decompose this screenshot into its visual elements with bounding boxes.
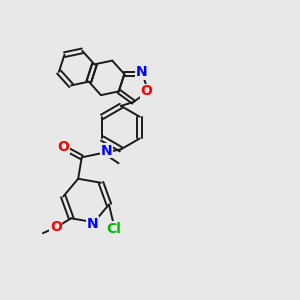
Text: N: N — [136, 65, 148, 79]
Text: Cl: Cl — [106, 222, 122, 236]
Text: N: N — [100, 143, 112, 158]
Text: O: O — [57, 140, 69, 154]
Text: O: O — [141, 84, 153, 98]
Text: O: O — [50, 220, 62, 234]
Text: N: N — [87, 217, 98, 231]
